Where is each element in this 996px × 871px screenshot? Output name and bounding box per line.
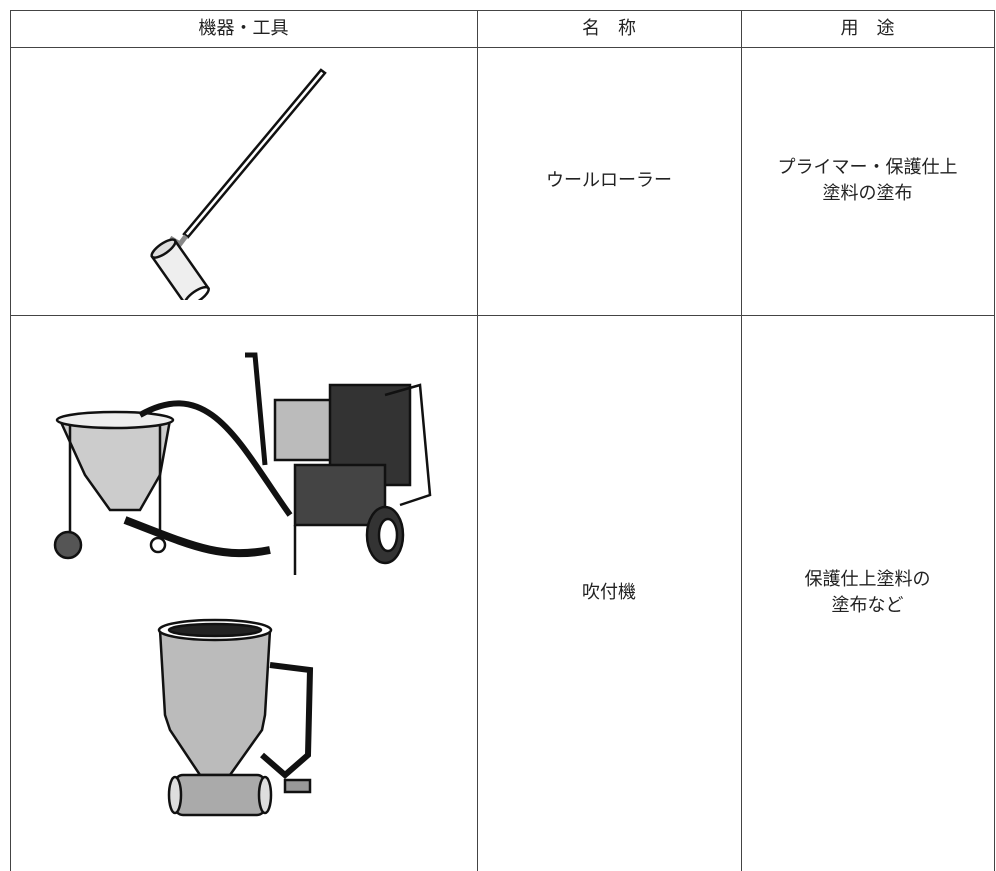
- border: [10, 10, 995, 11]
- sprayer-illustration: [53, 352, 432, 575]
- border: [741, 10, 742, 871]
- use-cell: 保護仕上塗料の 塗布など: [741, 315, 994, 871]
- use-line: 塗布など: [831, 595, 904, 616]
- border: [994, 10, 995, 871]
- use-line: プライマー・保護仕上: [777, 157, 958, 178]
- header-cell: 名 称: [582, 17, 636, 39]
- name-cell: ウールローラー: [546, 170, 672, 191]
- border: [10, 10, 11, 871]
- use-line: 保護仕上塗料の: [804, 569, 931, 590]
- roller-illustration: [150, 68, 327, 300]
- use-cell: プライマー・保護仕上 塗料の塗布: [741, 47, 994, 315]
- use-line: 塗料の塗布: [822, 183, 913, 204]
- border: [10, 315, 995, 316]
- name-cell: 吹付機: [582, 582, 636, 603]
- header-cell: 機器・工具: [198, 17, 289, 39]
- border: [10, 47, 995, 48]
- hopper-illustration: [157, 618, 314, 817]
- header-cell: 用 途: [840, 17, 895, 39]
- border: [477, 10, 478, 871]
